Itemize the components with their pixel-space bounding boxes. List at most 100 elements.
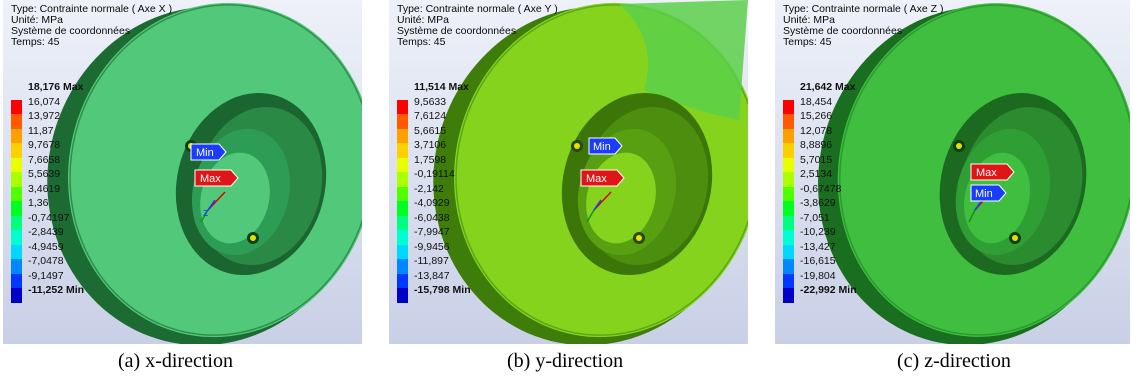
legend-value: -0,19114 xyxy=(414,168,455,180)
legend-swatch xyxy=(11,230,22,245)
legend-swatch xyxy=(397,201,408,216)
brake-disc-render: z Min Max xyxy=(47,2,362,344)
legend-entry: -6,0438 xyxy=(397,212,489,230)
legend-value: -10,239 xyxy=(800,226,836,238)
legend-swatch xyxy=(397,99,408,114)
legend-value: -2,8439 xyxy=(28,226,64,238)
legend-entry: 7,6658 xyxy=(11,153,103,172)
legend-swatch xyxy=(397,114,408,129)
legend-swatch xyxy=(783,215,794,230)
legend-swatch xyxy=(397,230,408,245)
legend-value: 1,7598 xyxy=(414,153,447,166)
result-info: Type: Contrainte normale ( Axe X ) Unité:… xyxy=(11,3,173,48)
legend-entry: 1,7598 xyxy=(397,153,489,172)
legend-value: 3,4619 xyxy=(28,182,61,195)
legend-value: -19,804 xyxy=(800,269,836,282)
legend-value: -0,67478 xyxy=(800,182,842,195)
legend-swatch xyxy=(11,201,22,216)
legend-value: 7,6658 xyxy=(28,153,61,166)
legend-swatch xyxy=(397,273,408,288)
legend-swatch xyxy=(11,288,22,303)
legend-entry: 5,6615 xyxy=(397,124,489,143)
legend-entry: 1,36 xyxy=(11,198,103,216)
caption-z: (c) z-direction xyxy=(897,350,1011,372)
legend-swatch xyxy=(11,172,22,187)
legend-entry: -19,804 xyxy=(783,269,875,288)
legend-value: 12,078 xyxy=(800,124,833,137)
legend-swatch xyxy=(11,186,22,201)
legend-entry: -4,0929 xyxy=(397,198,489,216)
legend-value: 5,6615 xyxy=(414,124,447,137)
max-marker: Max xyxy=(586,173,607,185)
legend-entry: 16,074 xyxy=(11,95,103,114)
legend-value: -16,615 xyxy=(800,255,836,267)
legend-entry: -10,239 xyxy=(783,226,875,245)
legend-value: -3,8629 xyxy=(800,197,836,209)
caption-y: (b) y-direction xyxy=(507,350,624,372)
legend-entry: 18,454 xyxy=(783,96,875,114)
legend-swatch xyxy=(11,273,22,288)
legend-entry: -7,0478 xyxy=(11,256,103,274)
legend-value: 21,642 Max xyxy=(800,81,856,93)
legend-swatch xyxy=(11,143,22,158)
legend-entry: 2,5134 xyxy=(783,169,875,187)
legend-entry: 8,8896 xyxy=(783,139,875,158)
legend-entry: 11,87 xyxy=(11,125,103,143)
svg-text:z: z xyxy=(203,207,209,219)
color-legend: 21,642 Max 18,454 15,266 12,078 8,8896 5,7015… xyxy=(783,82,875,303)
caption-x: (a) x-direction xyxy=(118,350,233,372)
legend-entry: -11,897 xyxy=(397,256,489,274)
legend-entry: 5,7015 xyxy=(783,154,875,172)
legend-swatch xyxy=(397,128,408,143)
color-legend: 18,176 Max 16,074 13,972 11,87 9,7678 7,6658 5… xyxy=(11,82,103,303)
legend-swatch xyxy=(397,244,408,259)
legend-entry: -4,9459 xyxy=(11,240,103,259)
legend-entry: -15,798 Min xyxy=(397,285,489,303)
legend-value: 9,5633 xyxy=(414,95,447,108)
legend-swatch xyxy=(11,244,22,259)
legend-value: -4,9459 xyxy=(28,240,64,253)
legend-swatch xyxy=(397,259,408,274)
brake-disc-render: Max Min xyxy=(818,3,1130,344)
legend-value: -9,1497 xyxy=(28,269,64,282)
legend-swatch xyxy=(783,201,794,216)
min-marker: Min xyxy=(196,147,214,159)
max-marker: Max xyxy=(200,173,221,185)
legend-swatch xyxy=(11,215,22,230)
legend-entry: 13,972 xyxy=(11,110,103,129)
legend-value: 13,972 xyxy=(28,110,61,122)
legend-swatch xyxy=(397,157,408,172)
legend-entry: 11,514 Max xyxy=(397,82,489,97)
legend-value: 7,6124 xyxy=(414,110,447,122)
legend-entry: -7,051 xyxy=(783,211,875,230)
legend-entry: -2,142 xyxy=(397,183,489,201)
max-marker: Max xyxy=(976,167,997,179)
legend-entry: -13,847 xyxy=(397,270,489,288)
legend-swatch xyxy=(783,114,794,129)
legend-value: 11,514 Max xyxy=(414,81,469,93)
legend-entry: 9,7678 xyxy=(11,140,103,158)
legend-swatch xyxy=(783,273,794,288)
legend-entry: -13,427 xyxy=(783,240,875,259)
legend-entry: 21,642 Max xyxy=(783,82,875,97)
legend-value: 5,5639 xyxy=(28,168,61,180)
legend-entry: -2,8439 xyxy=(11,226,103,245)
legend-value: 8,8896 xyxy=(800,139,833,151)
legend-entry: -0,19114 xyxy=(397,168,489,187)
legend-entry: -0,74197 xyxy=(11,212,103,230)
legend-value: 3,7106 xyxy=(414,139,447,151)
legend-entry: -11,252 Min xyxy=(11,285,103,303)
legend-entry: -9,9456 xyxy=(397,241,489,259)
legend-value: -13,427 xyxy=(800,240,836,253)
result-panel-x: z Min Max Type: Contrainte normale ( Axe… xyxy=(3,0,362,344)
legend-swatch xyxy=(397,215,408,230)
legend-entry: 12,078 xyxy=(783,124,875,143)
legend-swatch xyxy=(783,172,794,187)
legend-entry: 15,266 xyxy=(783,111,875,129)
legend-swatch xyxy=(783,186,794,201)
legend-swatch xyxy=(783,143,794,158)
legend-value: 16,074 xyxy=(28,95,61,108)
legend-swatch xyxy=(11,157,22,172)
legend-value: -7,051 xyxy=(800,211,830,224)
legend-swatch xyxy=(783,128,794,143)
